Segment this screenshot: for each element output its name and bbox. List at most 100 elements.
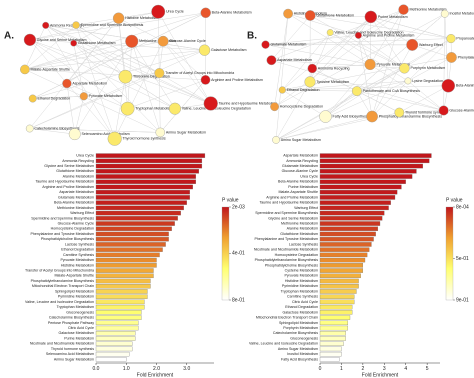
category-label: Phosphatidylcholine Biosynthesis xyxy=(265,263,318,267)
edge xyxy=(282,89,326,117)
edge xyxy=(325,64,371,117)
category-label: Histidine Metabolism xyxy=(61,263,94,267)
edge xyxy=(288,13,371,18)
category-label: Phosphatidylcholine Biosynthesis xyxy=(41,237,94,241)
node xyxy=(62,78,72,89)
edge xyxy=(274,9,404,107)
node-label: Pantothenate and CoA Biosynthesis xyxy=(363,89,421,93)
node-label: Beta-Alanine Metabolism xyxy=(456,84,474,88)
node-label: Valine, Leucine and Isoleucine Degradati… xyxy=(334,30,403,34)
category-label: Gluconeogenesis xyxy=(290,336,318,340)
legend-title: P value xyxy=(222,197,239,203)
category-label: Beta-Alanine Metabolism xyxy=(278,180,318,184)
edge xyxy=(75,25,115,139)
category-label: Cysteine Metabolism xyxy=(285,269,318,273)
node-label: Glucose-Alanine Cycle xyxy=(169,39,205,43)
edge xyxy=(29,39,128,109)
bar xyxy=(95,179,196,184)
edge xyxy=(32,96,84,99)
edge xyxy=(275,81,311,141)
bar xyxy=(319,331,346,336)
edge xyxy=(24,49,205,70)
node xyxy=(446,34,456,44)
edge xyxy=(358,35,405,69)
node-label: Homocysteine Degradation xyxy=(280,105,323,109)
category-label: Purine Metabolism xyxy=(288,185,318,189)
bar xyxy=(95,315,142,320)
category-label: Homocysteine Degradation xyxy=(275,253,318,257)
category-label: Taurine and Hypotaurine Metabolism xyxy=(259,201,318,205)
node-label: Fatty Acid Biosynthesis xyxy=(333,115,370,119)
category-label: Methionine Metabolism xyxy=(57,206,94,210)
legend-tick-label: 2e-03 xyxy=(232,204,245,210)
edge xyxy=(275,38,452,141)
node-label: Glycine and Serine Metabolism xyxy=(37,38,87,42)
bar xyxy=(319,195,396,200)
category-label: Pyrimidine Metabolism xyxy=(58,295,94,299)
bar xyxy=(95,231,169,237)
node xyxy=(304,76,316,88)
category-label: Pyruvate Metabolism xyxy=(60,258,94,262)
edge xyxy=(29,12,206,41)
bar xyxy=(319,179,406,184)
x-tick-label: 2 xyxy=(361,366,364,372)
bar xyxy=(319,268,364,273)
node-label: Tyrosine Metabolism xyxy=(316,80,349,84)
category-label: Glutamate Metabolism xyxy=(58,195,94,199)
bar xyxy=(95,252,160,258)
category-label: Nicotinate and Nicotinamide Metabolism xyxy=(254,248,318,252)
bar xyxy=(95,184,193,190)
category-label: Glycine and Serine Metabolism xyxy=(44,164,94,168)
bar xyxy=(319,169,417,174)
node-label: Ammonia Recycling xyxy=(318,66,350,70)
category-label: Aspartate Metabolism xyxy=(283,154,318,158)
category-label: Tryptophan Metabolism xyxy=(57,305,94,309)
edge xyxy=(66,83,75,135)
node-label: Propanoate Metabolism xyxy=(456,37,474,41)
node-label: Ethanol Degradation xyxy=(37,96,70,100)
node-label: Pyruvate Metabolism xyxy=(377,62,411,66)
category-label: Selenoamino Acid Metabolism xyxy=(46,352,94,356)
bar xyxy=(95,294,148,299)
edge xyxy=(271,15,311,61)
edge xyxy=(369,16,372,65)
edge xyxy=(358,35,373,117)
edge xyxy=(24,25,46,70)
node xyxy=(68,128,81,141)
edge xyxy=(29,39,211,104)
category-label: Alanine Metabolism xyxy=(287,227,318,231)
bar xyxy=(95,216,178,221)
category-label: Lactose Synthesis xyxy=(289,242,318,246)
bar xyxy=(95,153,206,158)
node-label: Valine, Leucine and Isoleucine Degradati… xyxy=(182,107,251,111)
x-tick-label: 0.0 xyxy=(93,366,100,372)
bar xyxy=(95,341,133,346)
edge xyxy=(45,25,176,109)
edge xyxy=(271,59,444,111)
category-label: Alanine Metabolism xyxy=(63,174,94,178)
bar xyxy=(319,278,359,284)
edge xyxy=(32,49,205,99)
node-label: Arginine and Proline Metabolism xyxy=(211,78,263,82)
bar xyxy=(319,320,349,326)
bar xyxy=(95,346,133,352)
edge xyxy=(45,25,115,139)
edge xyxy=(118,18,126,77)
bar xyxy=(319,153,432,158)
category-label: Arginine and Proline Metabolism xyxy=(42,185,94,189)
category-label: Nicotinate and Nicotinamide Metabolism xyxy=(30,342,94,346)
bar xyxy=(319,226,379,232)
edge xyxy=(160,79,206,133)
node xyxy=(364,58,376,71)
node-label: Taurine and Hypotaurine Metabolism xyxy=(219,101,278,105)
legend-tick-label: 9e-01 xyxy=(456,297,469,303)
category-label: Malate-Aspartate Shuttle xyxy=(278,190,318,194)
node xyxy=(157,35,169,47)
category-label: Methionine Metabolism xyxy=(281,221,318,225)
bar xyxy=(319,174,413,179)
category-label: Transfer of Acetyl Groups into Mitochond… xyxy=(25,269,94,273)
bar xyxy=(319,205,389,211)
category-label: Urea Cycle xyxy=(300,174,318,178)
edge xyxy=(356,80,409,92)
bar xyxy=(319,341,344,346)
